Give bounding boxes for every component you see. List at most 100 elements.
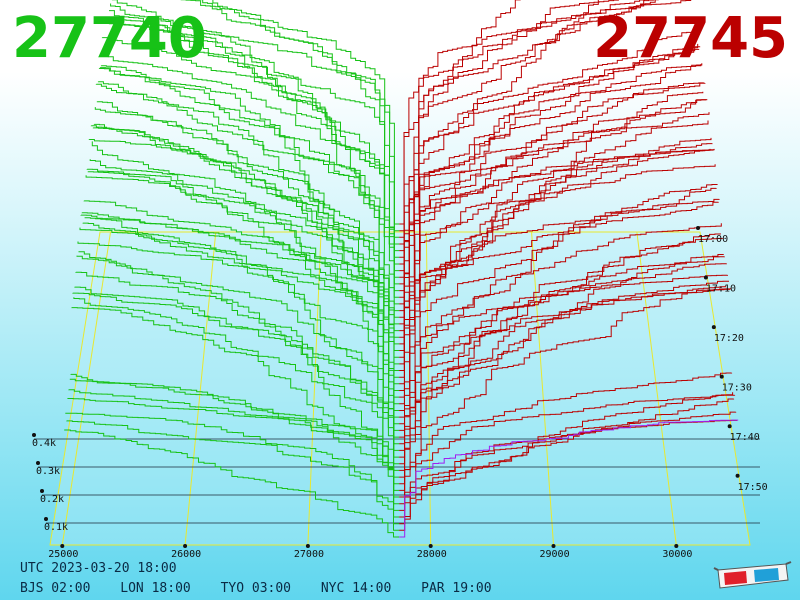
bid-depth-curve: [69, 378, 400, 505]
volume-tick-mark: [44, 517, 48, 521]
bid-depth-curve: [92, 127, 400, 351]
volume-tick-mark: [32, 433, 36, 437]
depth-curves: [64, 0, 739, 538]
price-gridline: [531, 231, 555, 546]
ask-depth-curve: [399, 64, 702, 298]
ask-depth-curve: [399, 43, 699, 278]
bid-depth-curve: [99, 67, 400, 305]
ask-depth-curve: [399, 0, 521, 225]
clock-beijing: BJS 02:00: [20, 581, 91, 596]
ask-depth-curve: [399, 274, 728, 471]
ask-depth-curve: [399, 263, 727, 465]
bid-depth-curve: [72, 292, 400, 485]
ask-depth-curve: [399, 164, 716, 391]
time-tick-mark: [696, 226, 700, 230]
bid-depth-curve: [97, 81, 400, 318]
price-tick-mark: [674, 544, 679, 548]
ask-depth-curve: [399, 143, 713, 371]
ask-depth-curve: [399, 120, 709, 345]
bid-depth-curve: [73, 297, 400, 478]
time-tick-mark: [711, 325, 716, 330]
ask-depth-curve: [399, 0, 645, 252]
bid-depth-curve: [111, 0, 400, 258]
bid-depth-curve: [109, 10, 400, 245]
price-tick-label: 27000: [294, 549, 324, 560]
bid-depth-curve: [106, 18, 400, 265]
bid-depth-curve: [104, 20, 400, 278]
time-tick-label: 17:40: [730, 432, 760, 443]
bid-depth-curve: [65, 412, 400, 531]
bid-depth-curve: [95, 83, 400, 332]
volume-tick-label: 0.2k: [40, 494, 64, 505]
ask-depth-curve: [399, 223, 722, 431]
chart-grid: [34, 231, 760, 546]
time-tick-mark: [703, 275, 708, 280]
price-tick-mark: [305, 544, 310, 548]
bid-depth-curve: [100, 65, 400, 298]
base-plane: [49, 231, 751, 546]
volume-tick-label: 0.3k: [36, 466, 60, 477]
price-tick-label: 28000: [417, 549, 447, 560]
volume-tick-label: 0.4k: [32, 438, 56, 449]
clock-tokyo: TYO 03:00: [220, 581, 292, 596]
ask-depth-curve: [399, 201, 719, 411]
volume-tick-mark: [40, 489, 44, 493]
price-gridline: [61, 231, 112, 546]
ask-depth-curve: [399, 288, 731, 491]
clock-paris: PAR 19:00: [421, 581, 492, 596]
bid-depth-curve: [79, 227, 400, 438]
ask-depth-curve: [399, 198, 720, 418]
ask-depth-curve: [399, 372, 733, 498]
bid-depth-curve: [197, 0, 400, 232]
bid-depth-curve: [101, 37, 400, 292]
price-tick-mark: [60, 544, 65, 548]
clock-london: LON 18:00: [120, 581, 191, 596]
bid-depth-curve: [94, 107, 400, 338]
ask-depth-curve: [399, 233, 721, 425]
bid-depth-curve: [77, 241, 400, 451]
bid-depth-curve: [80, 214, 400, 431]
ask-depth-curve: [399, 46, 701, 292]
bid-depth-curve: [87, 171, 400, 385]
bid-depth-curve: [88, 139, 400, 378]
time-tick-mark: [719, 374, 724, 379]
ask-depth-curve: [399, 99, 707, 332]
ask-depth-curve: [399, 0, 599, 232]
price-gridline: [184, 231, 217, 546]
price-tick-mark: [551, 544, 556, 548]
bid-depth-curve: [96, 101, 400, 325]
price-tick-mark: [183, 544, 188, 548]
bid-depth-curve: [90, 125, 400, 365]
bid-depth-curve: [78, 251, 400, 445]
time-tick-mark: [727, 424, 732, 429]
price-tick-label: 26000: [171, 549, 201, 560]
axis-labels: 25000 26000 27000 28000 29000 30000 0.1k 0.2k 0.…: [32, 226, 768, 560]
ask-depth-curve: [399, 82, 706, 325]
bid-depth-curve: [75, 271, 400, 465]
ask-depth-curve: [399, 184, 718, 405]
ask-depth-curve: [399, 419, 739, 538]
ask-depth-curve: [399, 411, 737, 525]
3d-glasses-icon[interactable]: [712, 560, 792, 594]
ask-depth-curve: [399, 280, 729, 478]
price-tick-label: 25000: [48, 549, 78, 560]
world-clocks: BJS 02:00 LON 18:00 TYO 03:00 NYC 14:00 …: [20, 581, 514, 596]
volume-tick-label: 0.1k: [44, 522, 68, 533]
ask-price: 27745: [593, 6, 788, 71]
ask-depth-curve: [399, 285, 726, 458]
bid-depth-curve: [76, 255, 400, 458]
time-tick-label: 17:30: [722, 383, 752, 394]
clock-new-york: NYC 14:00: [320, 581, 392, 596]
price-tick-label: 29000: [540, 549, 570, 560]
time-tick-label: 17:00: [698, 234, 728, 245]
bid-depth-curve: [86, 168, 400, 391]
ask-depth-curve: [399, 0, 656, 258]
time-tick-label: 17:10: [706, 284, 736, 295]
bid-depth-curve: [64, 429, 400, 538]
ask-depth-curve: [399, 63, 703, 305]
price-gridline: [636, 231, 677, 546]
ask-depth-curve: [399, 112, 710, 351]
bid-depth-curve: [67, 398, 400, 518]
ask-depth-curve: [399, 392, 734, 505]
